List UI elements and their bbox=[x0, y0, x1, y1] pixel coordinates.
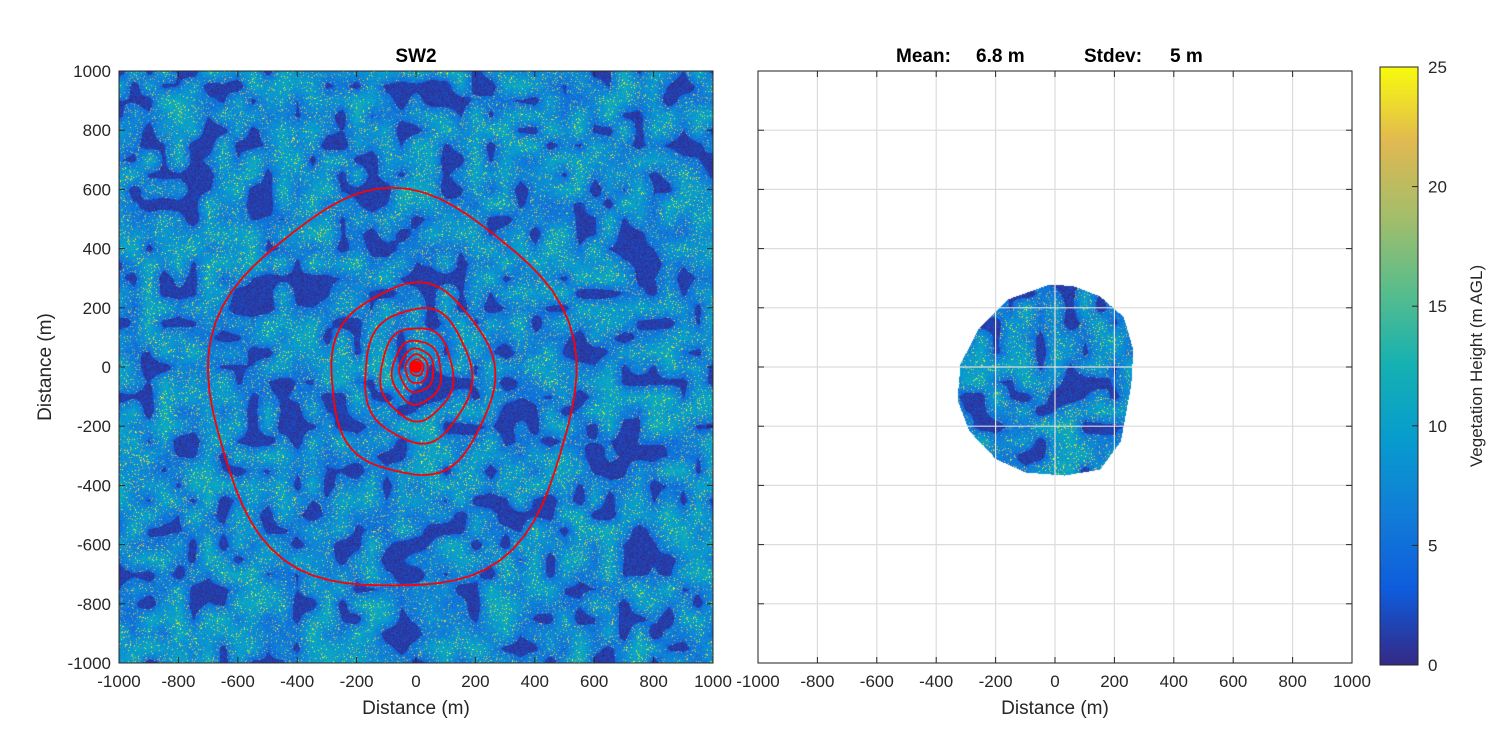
x-tick-label: -400 bbox=[280, 672, 314, 691]
colorbar-tick-label: 15 bbox=[1428, 297, 1447, 316]
tower-marker bbox=[410, 361, 422, 373]
y-tick-label: -600 bbox=[77, 536, 111, 555]
y-tick-label: -200 bbox=[77, 417, 111, 436]
footprint-contour bbox=[364, 307, 474, 445]
left-axes: -1000 -800 -600 -400 -200 0 200 400 600 800 1000 -1… bbox=[68, 62, 732, 691]
axes-box bbox=[118, 70, 714, 664]
left-xlabel: Distance (m) bbox=[362, 698, 470, 719]
footprint-contour bbox=[398, 347, 435, 394]
colorbar-gradient bbox=[1380, 67, 1418, 665]
colorbar-label: Vegetation Height (m AGL) bbox=[1467, 265, 1486, 467]
colorbar-tick-label: 20 bbox=[1428, 178, 1447, 197]
y-tick-label: -800 bbox=[77, 595, 111, 614]
colorbar-tick-label: 0 bbox=[1428, 656, 1437, 675]
mean-value: 6.8 m bbox=[976, 46, 1025, 67]
x-tick-label: 200 bbox=[461, 672, 489, 691]
y-tick-label: -400 bbox=[77, 476, 111, 495]
x-tick-label: -400 bbox=[919, 672, 953, 691]
x-tick-label: 800 bbox=[1278, 672, 1306, 691]
stdev-label: Stdev: bbox=[1084, 46, 1142, 67]
y-tick-label: 400 bbox=[83, 240, 111, 259]
y-tick-label: -1000 bbox=[68, 654, 111, 673]
y-tick-label: 1000 bbox=[73, 62, 111, 81]
x-tick-label: -1000 bbox=[736, 672, 779, 691]
stdev-value: 5 m bbox=[1170, 46, 1203, 67]
x-tick-label: 1000 bbox=[694, 672, 732, 691]
footprint-contour bbox=[379, 327, 455, 423]
x-tick-label: 0 bbox=[1050, 672, 1059, 691]
x-tick-label: 600 bbox=[580, 672, 608, 691]
y-tick-label: 200 bbox=[83, 299, 111, 318]
colorbar-tick-label: 10 bbox=[1428, 417, 1447, 436]
x-tick-label: 200 bbox=[1100, 672, 1128, 691]
x-tick-label: -800 bbox=[161, 672, 195, 691]
x-tick-label: -600 bbox=[221, 672, 255, 691]
mean-label: Mean: bbox=[896, 46, 951, 67]
y-tick-label: 800 bbox=[83, 121, 111, 140]
footprint-contour bbox=[330, 281, 497, 476]
x-tick-label: 1000 bbox=[1333, 672, 1371, 691]
x-tick-label: 600 bbox=[1219, 672, 1247, 691]
y-tick-label: 600 bbox=[83, 180, 111, 199]
x-tick-label: 400 bbox=[1160, 672, 1188, 691]
x-tick-label: -1000 bbox=[97, 672, 140, 691]
right-axes: -1000 -800 -600 -400 -200 0 200 400 600 800 1000 bbox=[736, 70, 1371, 691]
colorbar-tick-label: 5 bbox=[1428, 536, 1437, 555]
footprint-contour bbox=[404, 353, 429, 384]
left-title: SW2 bbox=[395, 46, 436, 67]
axes-box bbox=[757, 70, 1353, 664]
footprint-contour bbox=[207, 186, 578, 587]
x-tick-label: 800 bbox=[639, 672, 667, 691]
x-tick-label: -200 bbox=[979, 672, 1013, 691]
right-xlabel: Distance (m) bbox=[1001, 698, 1109, 719]
y-tick-label: 0 bbox=[102, 358, 111, 377]
colorbar-tick-label: 25 bbox=[1428, 58, 1447, 77]
x-tick-label: 0 bbox=[411, 672, 420, 691]
left-ylabel: Distance (m) bbox=[35, 313, 56, 421]
x-tick-label: -800 bbox=[800, 672, 834, 691]
colorbar: 0 5 10 15 20 25 bbox=[1379, 58, 1447, 675]
x-tick-label: 400 bbox=[521, 672, 549, 691]
footprint-contour bbox=[390, 339, 442, 406]
x-tick-label: -600 bbox=[860, 672, 894, 691]
colorbar-box bbox=[1379, 66, 1419, 666]
x-tick-label: -200 bbox=[340, 672, 374, 691]
